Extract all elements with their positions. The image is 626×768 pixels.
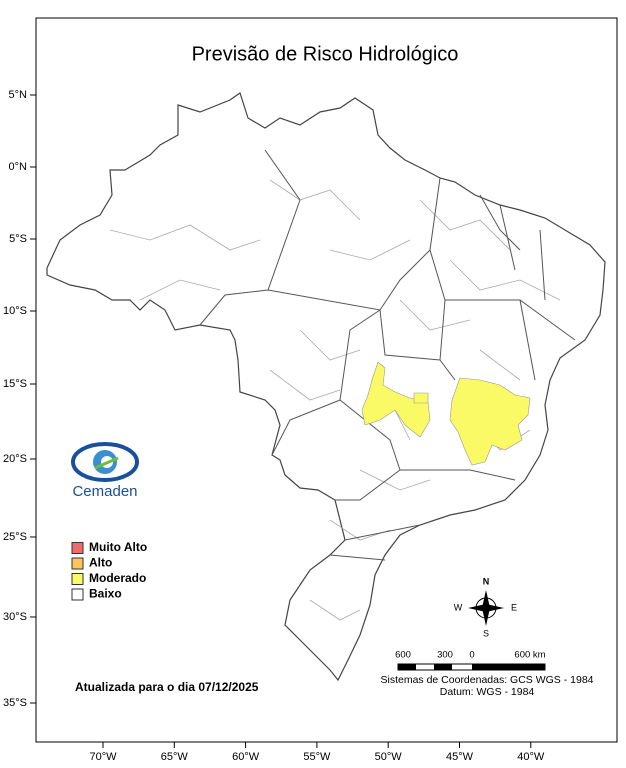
longitude-label: 65°W <box>161 751 189 763</box>
crs-system: Sistemas de Coordenadas: GCS WGS - 1984 <box>380 674 593 686</box>
update-date: Atualizada para o dia 07/12/2025 <box>75 680 259 694</box>
latitude-label: 25°S <box>3 531 27 543</box>
scale-label: 600 <box>395 650 411 661</box>
longitude-label: 60°W <box>232 751 260 763</box>
logo-text: Cemaden <box>72 483 137 500</box>
legend-label: Muito Alto <box>89 540 147 554</box>
state-lines <box>199 149 576 561</box>
latitude-label: 30°S <box>3 611 27 623</box>
legend-swatch <box>71 573 84 585</box>
municipal-lines <box>109 179 561 621</box>
legend-label: Moderado <box>89 571 146 585</box>
longitude-label: 70°W <box>89 751 117 763</box>
compass-east: E <box>511 602 517 612</box>
logo: Cemaden <box>71 442 139 500</box>
legend-swatch <box>71 588 84 601</box>
scale-label: 600 km <box>514 650 545 661</box>
compass: N S E W <box>454 576 517 638</box>
moderate-zone-west <box>361 361 431 438</box>
scale-label: 300 <box>437 650 453 661</box>
latitude-label: 15°S <box>3 378 27 390</box>
latitude-label: 35°S <box>3 697 27 709</box>
latitude-label: 20°S <box>3 453 27 465</box>
crs-datum: Datum: WGS - 1984 <box>440 686 535 698</box>
longitude-label: 55°W <box>303 751 331 763</box>
scale-bar <box>397 663 546 671</box>
longitude-label: 45°W <box>446 751 474 763</box>
brazil-outline <box>46 92 606 682</box>
latitude-label: 0°N <box>9 161 28 173</box>
legend-label: Alto <box>89 556 112 570</box>
map-title: Previsão de Risco Hidrológico <box>192 43 459 65</box>
latitude-axis: 5°N 0°N 5°S 10°S 15°S 20°S 25°S 30°S 35°S <box>3 89 36 709</box>
moderate-zone-small <box>413 392 429 404</box>
scale-label: 0 <box>469 650 474 661</box>
longitude-label: 40°W <box>517 751 545 763</box>
compass-south: S <box>483 628 489 638</box>
compass-north: N <box>483 576 490 586</box>
latitude-label: 5°N <box>9 89 28 101</box>
legend-label: Baixo <box>89 587 122 601</box>
scale-labels: 600 300 0 600 km <box>395 650 546 661</box>
moderate-zone-east <box>449 377 531 466</box>
compass-west: W <box>454 602 463 612</box>
longitude-label: 50°W <box>375 751 403 763</box>
longitude-axis: 70°W 65°W 60°W 55°W 50°W 45°W 40°W <box>89 742 545 763</box>
latitude-label: 5°S <box>9 233 27 245</box>
latitude-label: 10°S <box>3 305 27 317</box>
legend-swatch <box>71 542 84 554</box>
legend-swatch <box>71 557 84 570</box>
